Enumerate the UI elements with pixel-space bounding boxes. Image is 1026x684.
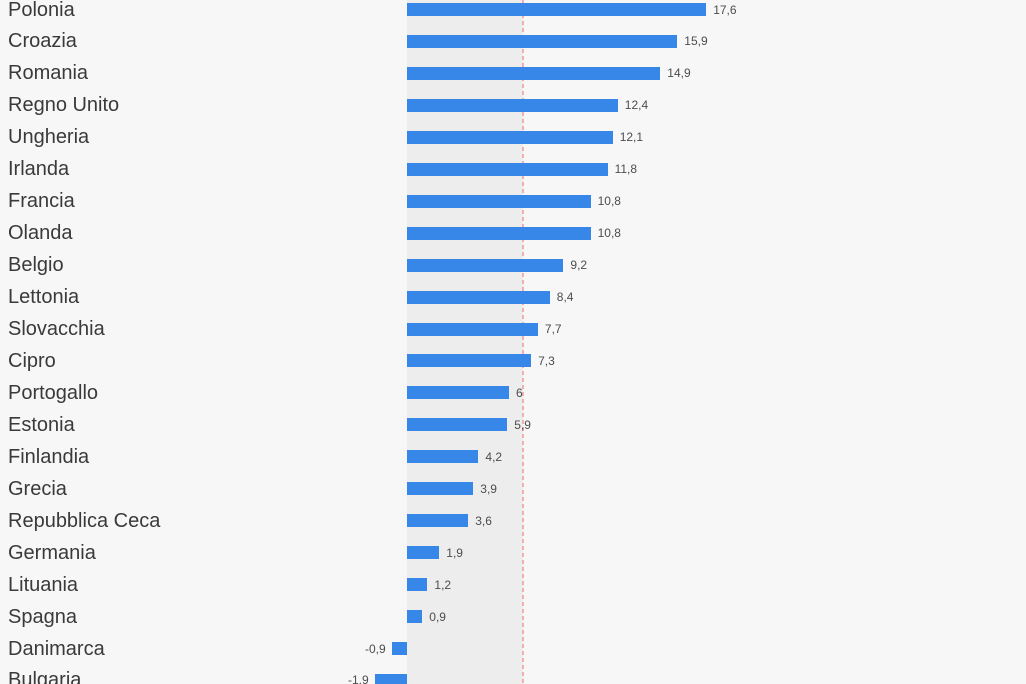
chart-row: Belgio 9,2: [0, 249, 1026, 281]
category-label: Irlanda: [8, 158, 70, 181]
chart-row: Bulgaria -1,9: [0, 664, 1026, 684]
category-label: Bulgaria: [8, 669, 82, 684]
value-bar[interactable]: [407, 258, 564, 272]
chart-row: Lettonia 8,4: [0, 281, 1026, 313]
category-label: Lettonia: [8, 286, 80, 309]
value-bar[interactable]: [407, 354, 532, 368]
value-label: -1,9: [348, 673, 369, 684]
highlight-band: [407, 0, 523, 684]
average-dashed-line: [521, 0, 524, 684]
chart-row: Cipro 7,3: [0, 345, 1026, 377]
category-label: Germania: [8, 541, 96, 564]
value-bar[interactable]: [407, 482, 474, 496]
value-bar[interactable]: [407, 578, 428, 592]
category-label: Belgio: [8, 254, 64, 277]
value-label: 12,4: [624, 98, 649, 113]
category-label: Olanda: [8, 222, 73, 245]
value-label: 0,9: [429, 609, 446, 624]
category-label: Romania: [8, 62, 89, 85]
chart-row: Portogallo 6: [0, 377, 1026, 409]
chart-row: Romania 14,9: [0, 57, 1026, 89]
chart-row: Repubblica Ceca 3,6: [0, 505, 1026, 537]
value-bar[interactable]: [407, 66, 661, 80]
chart-row: Regno Unito 12,4: [0, 89, 1026, 121]
value-label: -0,9: [365, 641, 386, 656]
value-label: 14,9: [667, 66, 691, 81]
value-bar[interactable]: [391, 642, 407, 655]
value-label: 11,8: [614, 162, 638, 177]
category-label: Repubblica Ceca: [8, 509, 161, 532]
value-bar[interactable]: [407, 386, 509, 400]
value-bar[interactable]: [407, 450, 479, 464]
category-label: Regno Unito: [8, 94, 120, 117]
category-label: Croazia: [8, 30, 77, 53]
chart-row: Ungheria 12,1: [0, 121, 1026, 153]
value-bar[interactable]: [407, 418, 508, 432]
value-bar[interactable]: [407, 162, 608, 176]
value-bar[interactable]: [407, 34, 678, 48]
chart-row: Irlanda 11,8: [0, 153, 1026, 185]
category-label: Ungheria: [8, 126, 90, 149]
category-label: Estonia: [8, 413, 75, 436]
value-bar[interactable]: [407, 322, 538, 336]
category-label: Finlandia: [8, 445, 90, 468]
category-label: Grecia: [8, 477, 67, 500]
category-label: Portogallo: [8, 381, 99, 404]
category-label: Lituania: [8, 573, 79, 596]
chart-row: Francia 10,8: [0, 185, 1026, 217]
chart-row: Danimarca -0,9: [0, 633, 1026, 665]
chart-row: Croazia 15,9: [0, 25, 1026, 57]
value-label: 10,8: [597, 194, 621, 209]
value-label: 1,2: [434, 577, 452, 592]
category-label: Spagna: [8, 605, 77, 628]
chart-row: Polonia 17,6: [0, 0, 1026, 26]
value-bar[interactable]: [407, 610, 423, 624]
value-bar[interactable]: [407, 226, 591, 240]
value-label: 3,6: [475, 513, 492, 528]
chart-row: Lituania 1,2: [0, 569, 1026, 601]
category-label: Slovacchia: [8, 318, 105, 340]
value-label: 6: [516, 385, 523, 400]
value-bar[interactable]: [407, 194, 591, 208]
value-bar[interactable]: [407, 290, 550, 304]
value-label: 10,8: [597, 226, 621, 241]
category-label: Francia: [8, 190, 75, 213]
value-label: 5,9: [514, 417, 531, 432]
chart-row: Germania 1,9: [0, 537, 1026, 569]
chart-row: Finlandia 4,2: [0, 441, 1026, 473]
value-label: 7,7: [544, 322, 562, 336]
value-label: 12,1: [619, 130, 644, 145]
value-bar[interactable]: [374, 673, 407, 684]
chart-row: Slovacchia 7,7: [0, 313, 1026, 345]
value-bar[interactable]: [407, 98, 618, 112]
value-label: 7,3: [538, 353, 555, 368]
value-label: 1,9: [446, 545, 463, 560]
value-bar[interactable]: [407, 3, 707, 16]
value-label: 15,9: [684, 34, 708, 49]
value-label: 8,4: [556, 290, 574, 305]
value-label: 17,6: [713, 2, 737, 17]
chart-row: Olanda 10,8: [0, 217, 1026, 249]
category-label: Polonia: [8, 0, 75, 21]
category-label: Cipro: [8, 349, 56, 372]
value-bar[interactable]: [407, 514, 469, 528]
value-bar[interactable]: [407, 546, 440, 560]
value-bar[interactable]: [407, 130, 613, 144]
chart-row: Estonia 5,9: [0, 409, 1026, 441]
category-label: Danimarca: [8, 637, 105, 660]
chart-row: Grecia 3,9: [0, 473, 1026, 505]
chart-row: Spagna 0,9: [0, 601, 1026, 633]
value-label: 9,2: [570, 258, 588, 273]
value-label: 4,2: [485, 449, 503, 464]
value-label: 3,9: [480, 481, 497, 496]
